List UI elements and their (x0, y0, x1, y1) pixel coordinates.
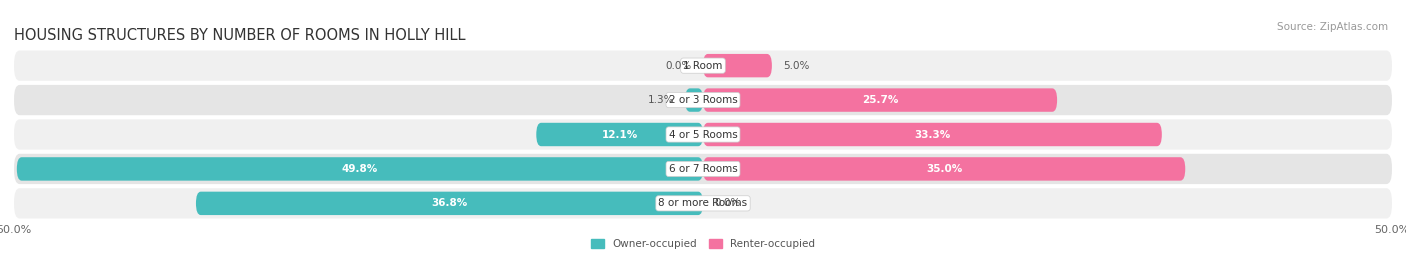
Text: 1 Room: 1 Room (683, 61, 723, 71)
Text: 49.8%: 49.8% (342, 164, 378, 174)
Text: 0.0%: 0.0% (714, 198, 741, 208)
Text: 4 or 5 Rooms: 4 or 5 Rooms (669, 129, 737, 140)
Text: 36.8%: 36.8% (432, 198, 468, 208)
FancyBboxPatch shape (14, 188, 1392, 218)
Text: 35.0%: 35.0% (927, 164, 962, 174)
FancyBboxPatch shape (536, 123, 703, 146)
FancyBboxPatch shape (703, 54, 772, 77)
FancyBboxPatch shape (703, 88, 1057, 112)
FancyBboxPatch shape (14, 154, 1392, 184)
Text: 5.0%: 5.0% (783, 61, 810, 71)
Text: HOUSING STRUCTURES BY NUMBER OF ROOMS IN HOLLY HILL: HOUSING STRUCTURES BY NUMBER OF ROOMS IN… (14, 28, 465, 43)
Text: 0.0%: 0.0% (665, 61, 692, 71)
Text: 33.3%: 33.3% (914, 129, 950, 140)
Text: 8 or more Rooms: 8 or more Rooms (658, 198, 748, 208)
Text: 25.7%: 25.7% (862, 95, 898, 105)
Text: 12.1%: 12.1% (602, 129, 638, 140)
FancyBboxPatch shape (703, 157, 1185, 181)
Text: 6 or 7 Rooms: 6 or 7 Rooms (669, 164, 737, 174)
FancyBboxPatch shape (195, 192, 703, 215)
FancyBboxPatch shape (685, 88, 703, 112)
Legend: Owner-occupied, Renter-occupied: Owner-occupied, Renter-occupied (586, 235, 820, 253)
FancyBboxPatch shape (17, 157, 703, 181)
FancyBboxPatch shape (703, 123, 1161, 146)
Text: Source: ZipAtlas.com: Source: ZipAtlas.com (1277, 22, 1388, 31)
Text: 2 or 3 Rooms: 2 or 3 Rooms (669, 95, 737, 105)
FancyBboxPatch shape (14, 51, 1392, 81)
FancyBboxPatch shape (14, 119, 1392, 150)
Text: 1.3%: 1.3% (648, 95, 673, 105)
FancyBboxPatch shape (14, 85, 1392, 115)
